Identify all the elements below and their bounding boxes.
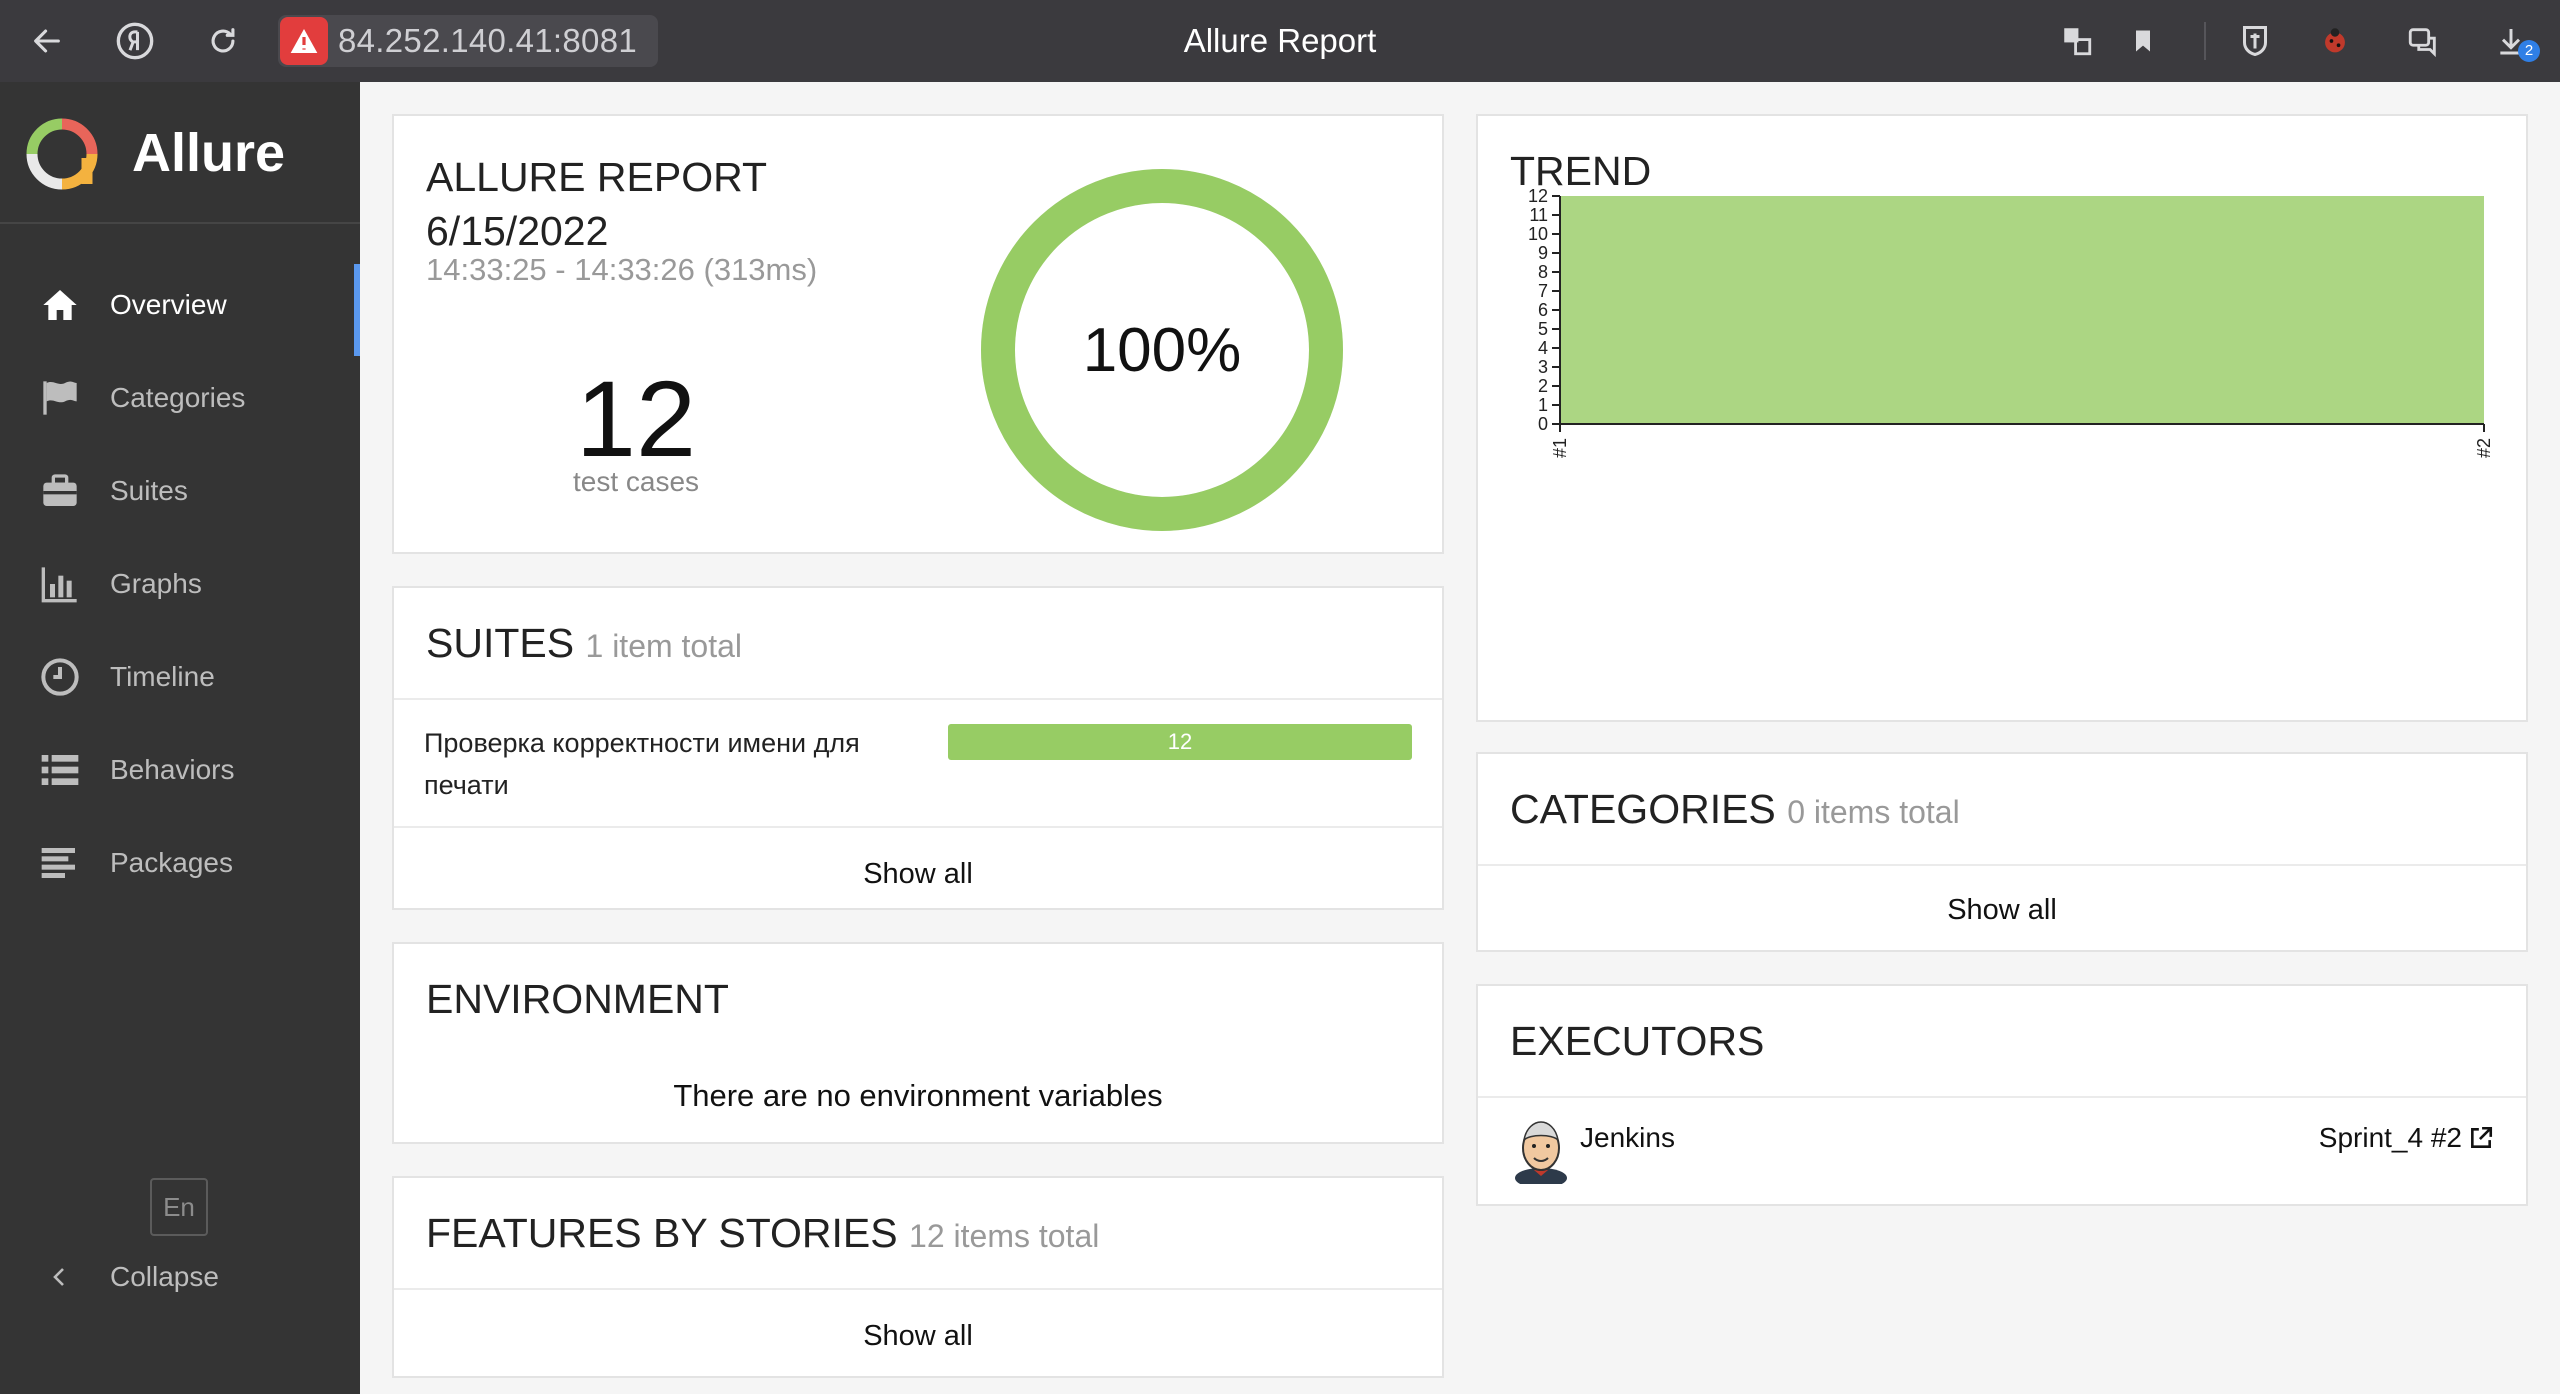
suite-row-name[interactable]: Проверка корректности имени для печати <box>424 728 860 800</box>
x-tick-label: #2 <box>2474 438 2494 458</box>
pass-rate-donut[interactable] <box>980 168 1344 532</box>
features-title: FEATURES BY STORIES 12 items total <box>426 1210 1100 1256</box>
warning-triangle-icon <box>280 17 328 65</box>
briefcase-icon <box>36 467 84 515</box>
trend-title: TREND <box>1510 148 1652 194</box>
y-tick-label: 3 <box>1538 357 1548 377</box>
y-tick-label: 9 <box>1538 243 1548 263</box>
features-show-all-link[interactable]: Show all <box>863 1320 973 1352</box>
flag-icon <box>36 374 84 422</box>
y-tick-label: 0 <box>1538 414 1548 434</box>
sidebar-item-label: Timeline <box>110 660 215 692</box>
ladybug-extension-icon[interactable] <box>2310 16 2360 66</box>
pass-rate-value: 100% <box>1082 315 1242 385</box>
categories-title: CATEGORIES 0 items total <box>1510 786 1960 832</box>
environment-card: ENVIRONMENT There are no environment var… <box>392 942 1444 1144</box>
brand[interactable]: Allure <box>0 82 360 224</box>
executor-name: Jenkins <box>1580 1122 1675 1153</box>
sidebar-item-behaviors[interactable]: Behaviors <box>0 723 360 816</box>
y-tick-label: 11 <box>1529 205 1548 225</box>
y-tick-label: 6 <box>1538 300 1548 320</box>
y-tick-label: 4 <box>1538 338 1548 358</box>
align-left-icon <box>36 839 84 887</box>
main-content: ALLURE REPORT 6/15/2022 14:33:25 - 14:33… <box>360 82 2560 1394</box>
chat-icon[interactable] <box>2398 16 2448 66</box>
donut-passed-arc <box>981 169 1343 531</box>
sidebar-item-packages[interactable]: Packages <box>0 816 360 909</box>
environment-title: ENVIRONMENT <box>426 976 729 1022</box>
sidebar-item-suites[interactable]: Suites <box>0 444 360 537</box>
test-count: 12 <box>575 358 697 479</box>
collapse-label: Collapse <box>110 1261 219 1292</box>
home-icon <box>36 281 84 329</box>
suites-title: SUITES 1 item total <box>426 620 743 666</box>
report-title: ALLURE REPORT 6/15/2022 <box>426 154 768 254</box>
sidebar-item-overview[interactable]: Overview <box>0 258 360 356</box>
extension-shield-icon[interactable] <box>2230 16 2280 66</box>
downloads-icon[interactable]: 2 <box>2486 16 2540 66</box>
yandex-logo-icon[interactable] <box>110 16 160 66</box>
sidebar-item-graphs[interactable]: Graphs <box>0 537 360 630</box>
collapse-button[interactable]: Collapse <box>0 1242 360 1312</box>
trend-card: TREND 0 1 2 3 4 5 6 7 8 9 10 11 12 #1 #2 <box>1476 114 2528 722</box>
categories-show-all-link[interactable]: Show all <box>1947 894 2057 926</box>
y-tick-label: 10 <box>1528 224 1548 244</box>
downloads-badge: 2 <box>2518 40 2540 62</box>
summary-card: ALLURE REPORT 6/15/2022 14:33:25 - 14:33… <box>392 114 1444 554</box>
sidebar-item-categories[interactable]: Categories <box>0 351 360 444</box>
clock-icon <box>36 653 84 701</box>
brand-name: Allure <box>132 123 286 183</box>
browser-toolbar: 84.252.140.41:8081 Allure Report 2 <box>0 0 2560 82</box>
bar-chart-icon <box>36 560 84 608</box>
language-button[interactable]: En <box>150 1178 208 1236</box>
executor-build-link[interactable]: Sprint_4 #2 <box>2319 1122 2494 1154</box>
y-tick-label: 1 <box>1538 395 1548 415</box>
sidebar-item-label: Categories <box>110 381 246 413</box>
jenkins-avatar-icon <box>1515 1121 1567 1184</box>
address-bar[interactable]: 84.252.140.41:8081 <box>278 15 658 67</box>
sidebar-item-label: Overview <box>110 288 227 320</box>
test-count-label: test cases <box>572 466 700 497</box>
list-icon <box>36 746 84 794</box>
sidebar-item-label: Behaviors <box>110 753 235 785</box>
address-text: 84.252.140.41:8081 <box>338 22 638 59</box>
suites-show-all-link[interactable]: Show all <box>863 858 973 890</box>
x-tick-label: #1 <box>1550 438 1570 458</box>
allure-logo-icon <box>26 118 98 190</box>
y-tick-label: 7 <box>1538 281 1548 301</box>
environment-message: There are no environment variables <box>673 1078 1163 1113</box>
report-time-range: 14:33:25 - 14:33:26 (313ms) <box>426 252 818 287</box>
y-tick-label: 12 <box>1528 186 1548 206</box>
features-card: FEATURES BY STORIES 12 items total Show … <box>392 1176 1444 1378</box>
sidebar-item-label: Suites <box>110 474 188 506</box>
bookmark-icon[interactable] <box>2118 16 2168 66</box>
categories-card: CATEGORIES 0 items total Show all <box>1476 752 2528 952</box>
sidebar: Allure Overview Categories Suites Graphs… <box>0 82 360 1394</box>
translate-icon[interactable] <box>2052 16 2102 66</box>
back-arrow-icon[interactable] <box>22 16 72 66</box>
sidebar-item-label: Graphs <box>110 567 202 599</box>
trend-area-passed <box>1560 196 2484 424</box>
executors-title: EXECUTORS <box>1510 1018 1765 1064</box>
external-link-icon <box>2471 1126 2493 1148</box>
chevron-left-icon <box>36 1253 84 1301</box>
reload-icon[interactable] <box>198 16 248 66</box>
suites-card: SUITES 1 item total Проверка корректност… <box>392 586 1444 910</box>
y-tick-label: 2 <box>1538 376 1548 396</box>
y-tick-label: 5 <box>1538 319 1548 339</box>
sidebar-item-label: Packages <box>110 846 233 878</box>
executors-card: EXECUTORS Jenkins Sprint_4 #2 <box>1476 984 2528 1206</box>
sidebar-item-timeline[interactable]: Timeline <box>0 630 360 723</box>
y-tick-label: 8 <box>1538 262 1548 282</box>
suite-row-bar[interactable]: 12 <box>948 724 1412 760</box>
